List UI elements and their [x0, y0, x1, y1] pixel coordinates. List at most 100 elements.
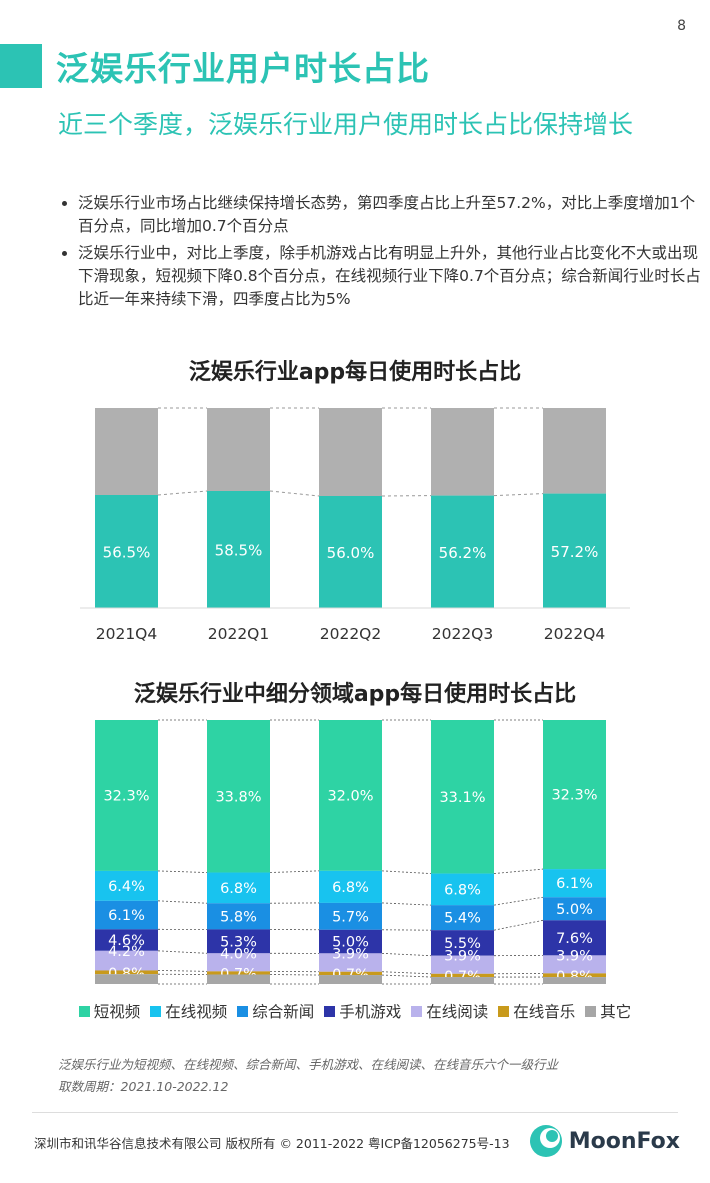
legend-label: 短视频	[93, 1003, 141, 1021]
legend-swatch	[237, 1005, 249, 1017]
bar-value-label: 6.1%	[108, 908, 145, 924]
connector-line	[381, 870, 432, 874]
bar-value-label: 6.8%	[444, 882, 481, 898]
bar-value-label: 4.2%	[108, 944, 145, 960]
footer-divider	[32, 1112, 678, 1113]
bar-segment	[95, 900, 158, 930]
connector-line	[493, 493, 544, 497]
connector-line	[493, 868, 544, 874]
bar-segment	[95, 970, 158, 975]
legend-item: 在线视频	[150, 1000, 227, 1022]
title-accent-bar	[0, 44, 42, 88]
bar-value-label: 3.9%	[444, 949, 481, 965]
bar-segment	[207, 971, 270, 975]
connector-line	[381, 952, 432, 957]
connector-line	[157, 900, 208, 904]
connector-line	[157, 870, 208, 873]
connector-line	[381, 902, 432, 906]
bar-value-label: 6.8%	[332, 880, 369, 896]
bar-segment	[543, 897, 606, 921]
legend-label: 其它	[600, 1003, 632, 1021]
legend-item: 其它	[585, 1000, 631, 1022]
bar-remainder	[543, 408, 606, 494]
bar-value-label: 4.6%	[108, 933, 145, 949]
x-tick-label: 2022Q2	[320, 625, 382, 643]
legend-label: 综合新闻	[252, 1003, 315, 1021]
connector-line	[269, 870, 320, 873]
bar-value-label: 56.5%	[103, 544, 151, 562]
bar-entertainment-share	[431, 495, 494, 608]
bar-segment	[207, 872, 270, 904]
bar-segment	[431, 873, 494, 906]
bar-segment	[319, 971, 382, 976]
chart2: 32.3%6.4%6.1%4.6%4.2%0.8%33.8%6.8%5.8%5.…	[95, 719, 606, 985]
bar-remainder	[431, 408, 494, 496]
bar-segment	[95, 870, 158, 901]
moonfox-logo: MoonFox	[529, 1124, 680, 1158]
bar-remainder	[95, 408, 158, 495]
legend-swatch	[411, 1005, 423, 1017]
bar-entertainment-share	[95, 495, 158, 608]
bar-remainder	[319, 408, 382, 496]
footnote-period: 取数周期：2021.10-2022.12	[58, 1079, 229, 1094]
logo-text: MoonFox	[568, 1128, 680, 1154]
footnote-industries: 泛娱乐行业为短视频、在线视频、综合新闻、手机游戏、在线阅读、在线音乐六个一级行业	[58, 1057, 559, 1072]
x-tick-label: 2022Q4	[544, 625, 606, 643]
bar-segment	[319, 870, 382, 903]
legend-label: 手机游戏	[339, 1003, 402, 1021]
connector-line	[157, 970, 208, 972]
legend-swatch	[498, 1005, 510, 1017]
bar-segment	[431, 905, 494, 931]
chart2-legend: 短视频 在线视频 综合新闻 手机游戏 在线阅读 在线音乐 其它	[0, 1000, 710, 1022]
bar-segment	[431, 720, 494, 874]
bar-segment	[95, 950, 158, 971]
x-tick-label: 2022Q1	[208, 625, 270, 643]
bar-segment	[319, 902, 382, 930]
bar-segment	[543, 973, 606, 978]
bar-segment	[319, 929, 382, 954]
legend-item: 在线阅读	[411, 1000, 488, 1022]
connector-line	[381, 974, 432, 978]
moonfox-logo-icon	[529, 1125, 562, 1157]
bar-value-label: 6.1%	[556, 876, 593, 892]
bar-entertainment-share	[207, 491, 270, 608]
bar-entertainment-share	[543, 493, 606, 608]
bar-value-label: 3.9%	[332, 946, 369, 962]
bar-value-label: 7.6%	[556, 931, 593, 947]
bar-value-label: 32.0%	[327, 788, 373, 804]
x-tick-label: 2022Q3	[432, 625, 494, 643]
bar-value-label: 33.8%	[215, 789, 261, 805]
bar-value-label: 5.7%	[332, 909, 369, 925]
bar-value-label: 4.0%	[220, 946, 257, 962]
bar-segment	[543, 720, 606, 870]
chart2-title: 泛娱乐行业中细分领域app每日使用时长占比	[133, 682, 577, 707]
bar-value-label: 56.2%	[439, 544, 487, 562]
bar-value-label: 5.0%	[332, 935, 369, 951]
bar-segment	[543, 869, 606, 898]
bar-segment	[95, 974, 158, 984]
bar-segment	[207, 953, 270, 972]
bar-value-label: 33.1%	[439, 790, 485, 806]
page-title: 泛娱乐行业用户时长占比	[56, 49, 430, 88]
bar-segment	[431, 955, 494, 974]
bar-value-label: 57.2%	[551, 543, 599, 561]
connector-line	[157, 490, 208, 496]
page-subtitle: 近三个季度，泛娱乐行业用户使用时长占比保持增长	[58, 110, 634, 139]
bar-value-label: 6.8%	[220, 881, 257, 897]
bar-segment	[431, 973, 494, 978]
bar-value-label: 6.4%	[108, 879, 145, 895]
connector-line	[493, 919, 544, 931]
x-tick-label: 2021Q4	[96, 625, 158, 643]
bar-segment	[319, 720, 382, 871]
bar-segment	[543, 955, 606, 974]
bar-segment	[543, 920, 606, 956]
legend-swatch	[324, 1005, 336, 1017]
bullet-item: 泛娱乐行业市场占比继续保持增长态势，第四季度占比上升至57.2%，对比上季度增加…	[78, 192, 708, 238]
bar-entertainment-share	[319, 496, 382, 608]
bar-value-label: 5.8%	[220, 909, 257, 925]
legend-item: 综合新闻	[237, 1000, 314, 1022]
bar-segment	[207, 974, 270, 984]
connector-line	[381, 971, 432, 975]
bar-segment	[319, 953, 382, 972]
bar-value-label: 5.4%	[444, 911, 481, 927]
